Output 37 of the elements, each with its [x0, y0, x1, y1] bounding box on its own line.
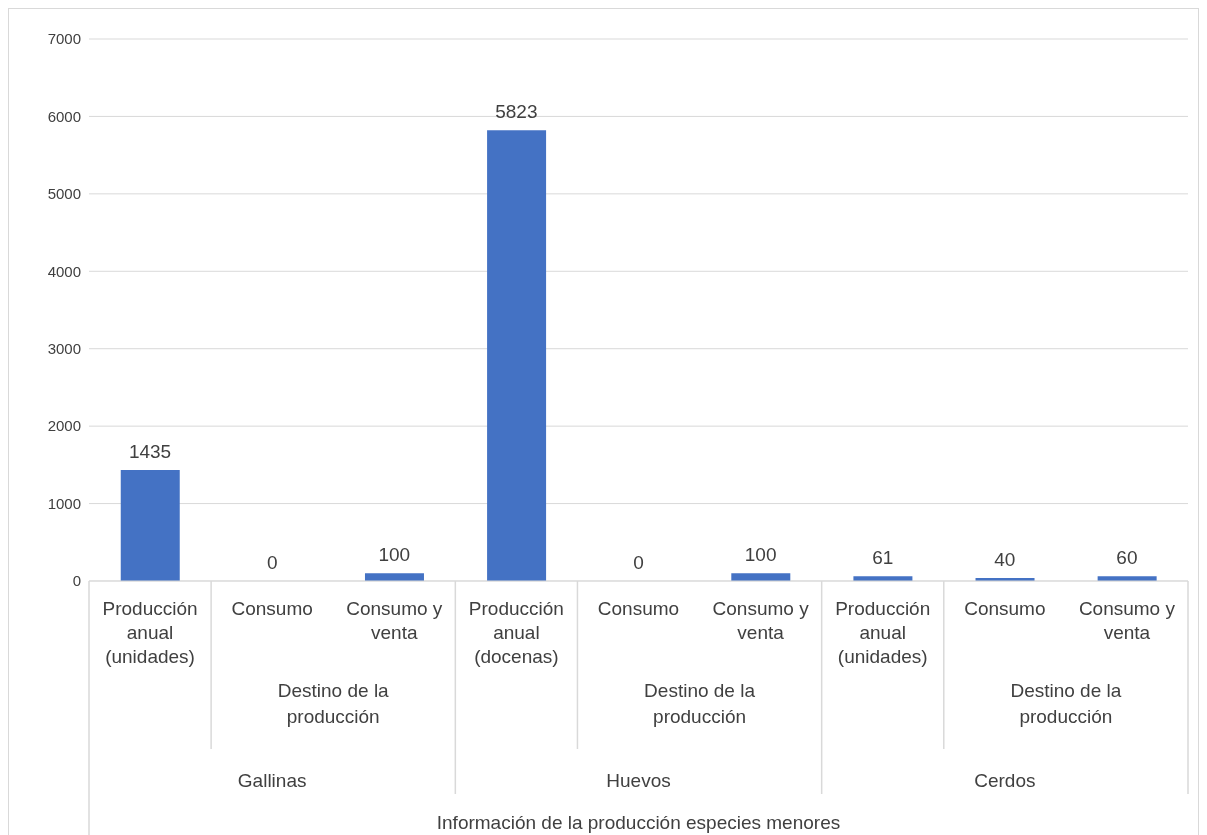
data-label: 61 [872, 547, 894, 569]
y-tick-label: 2000 [47, 417, 81, 435]
data-label: 40 [994, 548, 1016, 570]
bar [364, 573, 424, 581]
y-tick-label: 3000 [47, 340, 81, 358]
x-tick-label: Producción anual (unidades) [835, 598, 931, 667]
data-label: 100 [744, 544, 777, 566]
x-tick-label: Consumo [964, 598, 1046, 619]
data-label: 1435 [128, 440, 172, 462]
data-label: 100 [378, 544, 411, 566]
data-label: 60 [1116, 547, 1138, 569]
y-tick-label: 7000 [47, 30, 81, 48]
x-tick-label: Producción anual (docenas) [468, 598, 564, 667]
x-tick-label: Consumo [597, 598, 680, 619]
y-tick-label: 4000 [47, 262, 81, 280]
y-tick-label: 0 [72, 572, 81, 590]
text: Gallinas [237, 770, 307, 791]
text: Huevos [606, 770, 671, 791]
data-label: 5823 [495, 101, 538, 123]
x-tick-label: Consumo y venta [712, 598, 810, 643]
y-tick-label: 6000 [47, 107, 81, 125]
y-tick-label: 5000 [47, 185, 81, 203]
data-label: 0 [633, 552, 644, 573]
bar [731, 573, 791, 581]
x-tick-label: Consumo y venta [346, 598, 443, 643]
x-tick-label: Consumo y venta [1078, 598, 1176, 643]
text: Información de la producción especies menores [436, 812, 841, 833]
text: Destino de la producción [644, 680, 756, 727]
text: Cerdos [974, 770, 1036, 791]
data-label: 0 [266, 552, 278, 573]
x-tick-label: Consumo [231, 598, 313, 619]
text: Destino de la producción [277, 680, 390, 727]
bar [120, 469, 180, 581]
y-tick-label: 1000 [47, 494, 81, 512]
text: Destino de la producción [1010, 680, 1122, 727]
x-tick-label: Producción anual (unidades) [102, 598, 198, 667]
bar [487, 130, 547, 581]
